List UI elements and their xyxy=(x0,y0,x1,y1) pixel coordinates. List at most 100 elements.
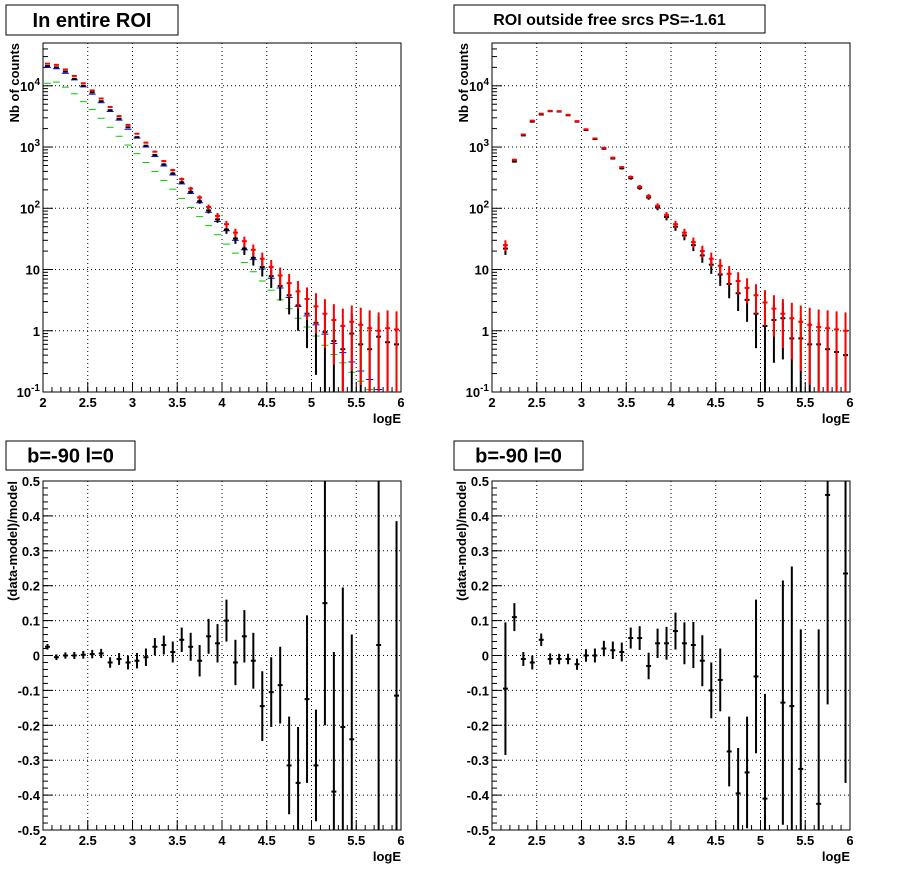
data-point xyxy=(780,580,786,825)
data-point xyxy=(744,278,750,304)
y-tick-label: -0.2 xyxy=(18,718,40,733)
data-point xyxy=(502,622,508,755)
y-tick-label: -0.2 xyxy=(467,718,489,733)
data-point xyxy=(789,302,795,360)
y-tick-label: 104 xyxy=(20,77,40,94)
data-point xyxy=(295,280,301,309)
data-point xyxy=(816,629,822,830)
y-tick-label: 0.5 xyxy=(471,474,489,489)
data-point xyxy=(771,295,777,337)
plot-markers xyxy=(502,481,848,830)
x-tick-label: 5.5 xyxy=(347,395,365,410)
data-point xyxy=(547,109,553,112)
data-point xyxy=(134,136,140,139)
data-point xyxy=(681,228,687,238)
panel-title: ROI outside free srcs PS=-1.61 xyxy=(493,12,726,29)
x-tick-label: 2 xyxy=(39,395,46,410)
data-point xyxy=(646,652,652,680)
title-box xyxy=(453,440,584,471)
data-point xyxy=(619,165,625,169)
y-tick-label: 1 xyxy=(33,324,40,339)
y-tick-label: 104 xyxy=(469,77,489,94)
data-point xyxy=(286,716,292,815)
y-tick-label: -0.1 xyxy=(18,683,40,698)
x-tick-label: 5.5 xyxy=(347,833,365,848)
data-point xyxy=(250,632,256,689)
data-point xyxy=(798,305,804,372)
data-point xyxy=(116,117,122,120)
data-point xyxy=(726,266,732,285)
data-point xyxy=(98,97,104,100)
data-point xyxy=(161,160,167,163)
data-point xyxy=(197,645,203,677)
data-point xyxy=(268,260,274,277)
y-tick-label: 102 xyxy=(469,199,489,216)
data-point xyxy=(394,521,399,830)
data-point xyxy=(331,652,337,830)
data-point xyxy=(62,652,68,659)
data-point xyxy=(735,272,741,295)
data-point xyxy=(367,310,373,392)
y-tick-label: 10 xyxy=(26,263,40,278)
data-point xyxy=(304,615,310,783)
panel-title: In entire ROI xyxy=(33,10,152,32)
x-tick-label: 3 xyxy=(578,395,585,410)
x-tick-label: 6 xyxy=(846,833,853,848)
y-axis-label: (data-model)/model xyxy=(454,481,469,601)
data-point xyxy=(340,308,346,392)
panel-residuals-left: 2 2.5 3 3.5 4 4.5 5 5.5 6 -0.5 -0.4 -0.3 -0.2 -0.1 0 0.… xyxy=(5,440,405,864)
data-point xyxy=(726,716,732,787)
title-box xyxy=(5,4,179,36)
data-point xyxy=(98,100,104,103)
x-axis-label: logE xyxy=(373,411,401,426)
y-tick-label: 0.4 xyxy=(471,509,490,524)
data-point xyxy=(753,284,759,315)
x-tick-label: 2 xyxy=(39,833,46,848)
data-point xyxy=(538,633,544,647)
data-point xyxy=(816,309,822,392)
data-point xyxy=(277,267,283,287)
series-0 xyxy=(45,481,399,830)
y-tick-label: 0 xyxy=(482,649,489,664)
data-point xyxy=(673,220,678,229)
data-point xyxy=(241,236,247,247)
data-point xyxy=(601,146,607,149)
data-point xyxy=(538,112,544,115)
data-point xyxy=(673,612,678,650)
data-point xyxy=(107,109,113,112)
y-tick-label: 0.3 xyxy=(22,544,40,559)
y-tick-label: 103 xyxy=(20,138,40,155)
data-point xyxy=(179,180,185,185)
data-point xyxy=(152,154,158,157)
data-point xyxy=(735,747,741,830)
series-1 xyxy=(502,109,848,392)
plot-markers xyxy=(502,109,848,392)
data-point xyxy=(322,481,328,726)
x-tick-label: 5.5 xyxy=(796,395,814,410)
data-point xyxy=(224,599,229,642)
x-tick-label: 6 xyxy=(397,395,404,410)
x-axis-label: logE xyxy=(822,411,850,426)
y-tick-label: 0.2 xyxy=(22,579,40,594)
data-point xyxy=(134,653,140,669)
data-point xyxy=(89,649,95,659)
data-point xyxy=(376,312,382,392)
y-tick-label: 0.4 xyxy=(22,509,41,524)
data-point xyxy=(708,252,714,267)
data-point xyxy=(583,649,589,662)
data-point xyxy=(834,311,840,392)
data-point xyxy=(340,587,346,830)
series-0 xyxy=(502,110,848,392)
data-point xyxy=(143,141,149,144)
data-point xyxy=(385,310,391,392)
data-point xyxy=(744,716,750,829)
data-point xyxy=(565,113,571,116)
x-tick-label: 4.5 xyxy=(258,833,276,848)
data-point xyxy=(197,195,203,200)
data-point xyxy=(304,287,310,320)
series-1 xyxy=(45,62,399,392)
x-tick-label: 6 xyxy=(846,395,853,410)
x-tick-label: 6 xyxy=(397,833,404,848)
data-point xyxy=(825,481,831,705)
y-tick-label: 0.1 xyxy=(22,614,40,629)
